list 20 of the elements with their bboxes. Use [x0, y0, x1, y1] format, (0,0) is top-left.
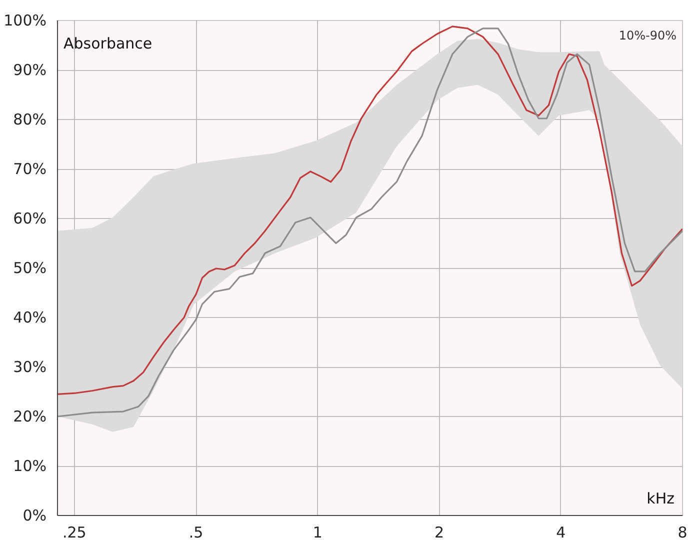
x-tick-label: .25 — [62, 524, 86, 540]
y-tick-label: 70% — [13, 160, 47, 178]
y-tick-label: 50% — [13, 259, 47, 277]
y-tick-label: 0% — [22, 506, 46, 524]
x-tick-label: 8 — [678, 524, 688, 540]
annotation: 10%-90% — [618, 28, 677, 42]
y-axis-title: Absorbance — [64, 34, 152, 52]
y-tick-label: 40% — [13, 308, 47, 326]
y-tick-label: 30% — [13, 358, 47, 376]
x-axis-title: kHz — [646, 490, 675, 508]
y-tick-label: 80% — [13, 110, 47, 128]
y-tick-label: 100% — [4, 12, 47, 30]
x-tick-label: 2 — [434, 524, 444, 540]
x-tick-label: .5 — [188, 524, 204, 540]
y-tick-label: 10% — [13, 457, 47, 475]
y-tick-label: 20% — [13, 408, 47, 426]
y-tick-label: 90% — [13, 61, 47, 79]
y-tick-label: 60% — [13, 210, 47, 228]
x-tick-label: 1 — [312, 524, 322, 540]
x-tick-label: 4 — [556, 524, 566, 540]
